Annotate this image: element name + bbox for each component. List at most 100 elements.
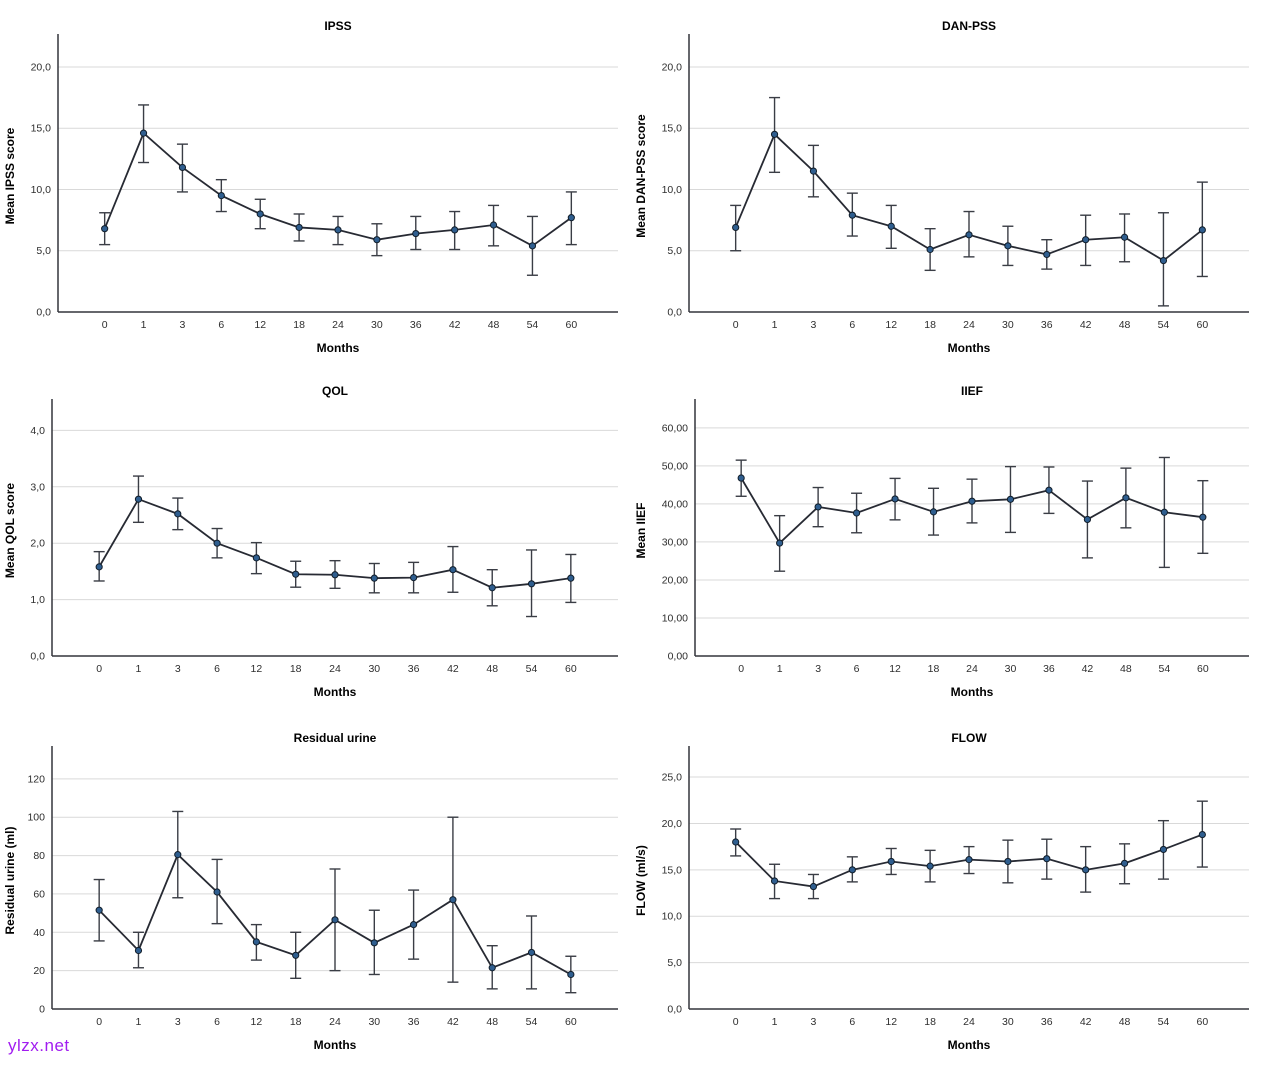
- x-tick-label: 24: [329, 663, 341, 675]
- y-tick-label: 40: [33, 927, 45, 939]
- x-axis-label: Months: [951, 685, 994, 699]
- chart-title: DAN-PSS: [942, 19, 996, 33]
- chart-title: FLOW: [951, 731, 987, 745]
- dan-pss-svg: 0,05,010,015,020,00 1 3 6 12 18 24 30 36 42 48 54 60…: [634, 19, 1249, 355]
- data-point: [732, 838, 740, 846]
- x-tick-label: 36: [1041, 1016, 1053, 1028]
- data-point: [213, 888, 221, 896]
- data-point: [134, 946, 143, 955]
- data-point: [1006, 495, 1015, 503]
- x-tick-label: 24: [963, 319, 975, 331]
- x-tick-label: 3: [811, 319, 817, 331]
- data-point: [1120, 859, 1129, 867]
- x-tick-label: 30: [1002, 319, 1014, 331]
- x-tick-label: 1: [772, 1016, 778, 1028]
- data-point: [370, 574, 378, 582]
- x-tick-label: 36: [410, 319, 422, 331]
- data-point: [965, 231, 973, 239]
- qol-svg: 0,01,02,03,04,00 1 3 6 12 18 24 30 36 42 48 54 60QOL…: [3, 384, 618, 699]
- y-tick-label: 15,0: [662, 123, 683, 135]
- x-tick-label: 12: [885, 1016, 897, 1028]
- chart-title: IIEF: [961, 384, 983, 398]
- x-tick-label: 1: [777, 663, 783, 675]
- data-point: [213, 539, 221, 547]
- chart-title: Residual urine: [294, 731, 377, 745]
- data-point: [412, 229, 420, 238]
- data-point: [926, 862, 934, 870]
- x-tick-label: 54: [1158, 1016, 1170, 1028]
- x-tick-label: 48: [488, 319, 500, 331]
- x-tick-label: 1: [141, 319, 147, 331]
- y-tick-label: 25,0: [662, 772, 683, 784]
- x-tick-label: 30: [1005, 663, 1017, 675]
- data-point: [1045, 486, 1053, 494]
- data-point: [295, 223, 303, 232]
- data-point: [1043, 855, 1051, 863]
- y-tick-label: 0: [39, 1004, 45, 1016]
- x-axis-label: Months: [314, 685, 357, 699]
- data-point: [770, 130, 779, 138]
- y-tick-label: 0,0: [667, 1004, 682, 1016]
- x-tick-label: 42: [447, 1016, 459, 1028]
- y-tick-label: 10,00: [662, 612, 688, 624]
- x-tick-label: 54: [526, 663, 538, 675]
- data-point: [1199, 513, 1207, 521]
- x-tick-label: 0: [733, 319, 739, 331]
- y-tick-label: 0,00: [668, 651, 689, 663]
- data-point: [449, 566, 457, 574]
- data-point: [809, 882, 818, 891]
- data-point: [887, 222, 895, 230]
- x-axis-label: Months: [314, 1038, 357, 1052]
- y-tick-label: 5,0: [36, 245, 51, 257]
- x-tick-label: 48: [486, 1016, 498, 1028]
- y-tick-label: 2,0: [30, 538, 45, 550]
- x-tick-label: 48: [1119, 319, 1131, 331]
- x-tick-label: 6: [854, 663, 860, 675]
- data-point: [331, 916, 339, 924]
- y-tick-label: 100: [27, 812, 45, 824]
- y-tick-label: 10,0: [662, 184, 683, 196]
- x-tick-label: 0: [96, 663, 102, 675]
- data-point: [331, 571, 339, 579]
- x-tick-label: 12: [885, 319, 897, 331]
- x-tick-label: 30: [368, 1016, 380, 1028]
- x-tick-label: 12: [251, 663, 263, 675]
- x-tick-label: 18: [924, 1016, 936, 1028]
- data-point: [217, 192, 225, 200]
- x-tick-label: 12: [251, 1016, 263, 1028]
- x-tick-label: 54: [1158, 319, 1170, 331]
- data-point: [292, 951, 300, 959]
- data-point: [334, 226, 342, 234]
- x-tick-label: 1: [772, 319, 778, 331]
- data-point: [449, 896, 457, 904]
- y-tick-label: 20: [33, 965, 45, 977]
- data-point: [965, 856, 973, 864]
- x-tick-label: 6: [849, 1016, 855, 1028]
- y-axis-label: FLOW (ml/s): [634, 845, 648, 916]
- data-point: [451, 226, 459, 234]
- x-tick-label: 30: [1002, 1016, 1014, 1028]
- y-tick-label: 5,0: [667, 957, 682, 969]
- x-tick-label: 48: [486, 663, 498, 675]
- data-point: [1160, 508, 1168, 516]
- x-tick-label: 48: [1120, 663, 1132, 675]
- data-point: [567, 214, 575, 222]
- x-tick-label: 60: [565, 663, 577, 675]
- data-point: [809, 167, 818, 175]
- data-point: [814, 503, 822, 511]
- data-point: [732, 223, 740, 232]
- y-tick-label: 20,0: [662, 61, 683, 73]
- x-tick-label: 42: [1082, 663, 1094, 675]
- y-tick-label: 1,0: [30, 594, 45, 606]
- x-tick-label: 60: [565, 1016, 577, 1028]
- y-tick-label: 50,00: [662, 460, 688, 472]
- x-tick-label: 36: [1043, 663, 1055, 675]
- data-point: [488, 964, 496, 972]
- chart-qol: 0,0 1,0 2,0 3,0 4,0 0 1 3 6 12 18 24 30 36 42 48 54 60 QOL…: [0, 365, 631, 712]
- data-point: [410, 921, 418, 929]
- y-tick-label: 20,00: [662, 574, 688, 586]
- data-point: [489, 221, 498, 229]
- y-tick-label: 0,0: [667, 307, 682, 319]
